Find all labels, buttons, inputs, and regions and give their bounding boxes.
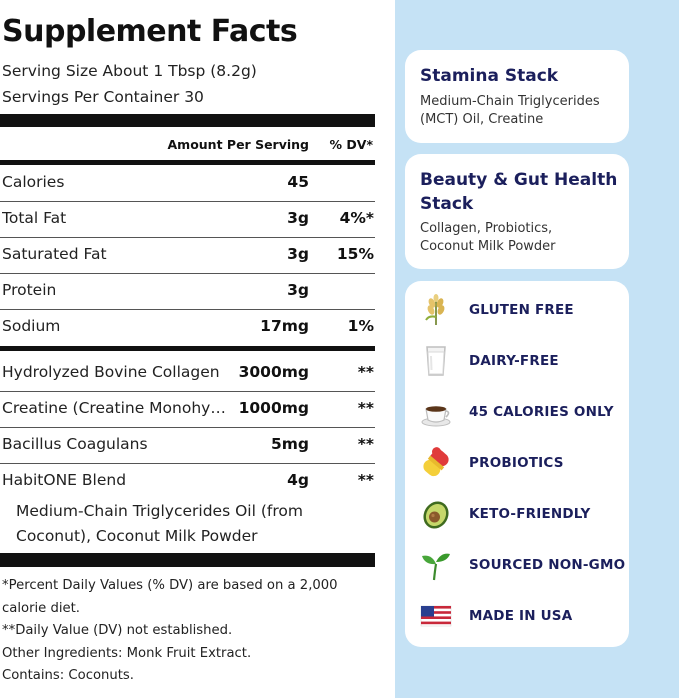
ingredient-amount: 1000mg [238,399,309,417]
footnote-contains: Contains: Coconuts. [2,668,134,683]
benefits-panel: Stamina Stack Medium-Chain Triglycerides… [395,0,679,698]
nutrient-divider [0,346,375,351]
sprout-icon [422,553,450,581]
header-divider [0,160,375,165]
ingredient-dv: ** [357,399,374,417]
badge-45-calories: 45 CALORIES ONLY [419,395,624,431]
badge-non-gmo: SOURCED NON-GMO [419,548,626,584]
supplement-facts-panel: Supplement Facts Serving Size About 1 Tb… [0,14,375,688]
badge-gluten-free: GLUTEN FREE [419,293,624,329]
wheat-icon [425,294,445,325]
stamina-stack-title: Stamina Stack [420,66,559,86]
badge-label: KETO-FRIENDLY [469,506,591,522]
milk-glass-icon [426,346,446,376]
beauty-gut-stack-text: Collagen, Probiotics, [420,221,553,236]
nutrient-amount: 45 [287,173,309,191]
avocado-icon [423,501,449,529]
nutrient-row: Sodium 17mg 1% [0,310,375,346]
nutrient-label: Saturated Fat [2,245,107,263]
ingredient-row: HabitONE Blend 4g ** [0,464,375,500]
stamina-stack-text: Medium-Chain Triglycerides [420,94,600,109]
badge-keto-friendly: KETO-FRIENDLY [419,497,624,533]
beauty-gut-stack-text: Coconut Milk Powder [420,239,556,254]
badge-label: PROBIOTICS [469,455,564,471]
beauty-gut-stack-card: Beauty & Gut Health Stack Collagen, Prob… [405,154,629,269]
nutrient-label: Calories [2,173,65,191]
capsule-icon [423,447,449,477]
badge-label: GLUTEN FREE [469,302,574,318]
ingredient-row: Bacillus Coagulans 5mg ** [0,428,375,464]
ingredient-dv: ** [357,471,374,489]
badge-label: MADE IN USA [469,608,573,624]
servings-per-container: Servings Per Container 30 [2,88,204,106]
beauty-gut-stack-title: Stack [420,194,474,214]
ingredient-row: Hydrolyzed Bovine Collagen 3000mg ** [0,356,375,392]
bottom-thick-divider [0,553,375,567]
footnotes: *Percent Daily Values (% DV) are based o… [2,575,374,688]
badge-probiotics: PROBIOTICS [419,446,624,482]
badge-label: DAIRY-FREE [469,353,559,369]
ingredient-label: Bacillus Coagulans [2,435,148,453]
header-amount-per-serving: Amount Per Serving [167,137,310,152]
footnote-dv-not-established: **Daily Value (DV) not established. [2,623,233,638]
badge-made-in-usa: MADE IN USA [419,599,624,635]
beauty-gut-stack-title: Beauty & Gut Health [420,170,618,190]
ingredient-dv: ** [357,363,374,381]
footnote-other-ingredients: Other Ingredients: Monk Fruit Extract. [2,645,252,661]
nutrient-amount: 3g [287,245,309,263]
nutrient-dv: 1% [347,317,374,335]
footnote-dv-basis: *Percent Daily Values (% DV) are based o… [2,578,338,616]
thick-divider [0,114,375,127]
nutrient-label: Total Fat [2,209,67,227]
facts-header-row: Amount Per Serving % DV* [0,135,375,157]
nutrient-row: Total Fat 3g 4%* [0,202,375,238]
ingredient-amount: 4g [287,471,309,489]
header-daily-value: % DV* [329,137,373,152]
serving-size: Serving Size About 1 Tbsp (8.2g) [2,62,257,80]
facts-title: Supplement Facts [2,14,298,49]
badge-dairy-free: DAIRY-FREE [419,344,624,380]
blend-components-line: Medium-Chain Triglycerides Oil (from [16,502,303,520]
ingredient-label: HabitONE Blend [2,471,127,489]
nutrient-row: Protein 3g [0,274,375,310]
ingredient-amount: 3000mg [238,363,309,381]
nutrient-amount: 3g [287,209,309,227]
badge-label: SOURCED NON-GMO [469,557,626,573]
ingredient-dv: ** [357,435,374,453]
nutrient-label: Sodium [2,317,61,335]
ingredient-label: Creatine (Creatine Monohy… [2,399,226,417]
badges-card: GLUTEN FREE DAIRY-FREE 45 CALORIES ONLY [405,281,629,647]
nutrient-dv: 15% [336,245,374,263]
ingredient-label: Hydrolyzed Bovine Collagen [2,363,220,381]
nutrient-dv: 4%* [339,209,374,227]
stamina-stack-card: Stamina Stack Medium-Chain Triglycerides… [405,50,629,143]
ingredient-amount: 5mg [270,435,309,453]
ingredient-row: Creatine (Creatine Monohy… 1000mg ** [0,392,375,428]
blend-components-line: Coconut), Coconut Milk Powder [16,527,258,545]
coffee-cup-icon [421,406,451,427]
nutrient-amount: 17mg [260,317,309,335]
blend-components: Medium-Chain Triglycerides Oil (from Coc… [16,499,336,549]
nutrient-row: Saturated Fat 3g 15% [0,238,375,274]
nutrient-label: Protein [2,281,57,299]
nutrient-amount: 3g [287,281,309,299]
us-flag-icon [420,605,452,627]
stamina-stack-text: (MCT) Oil, Creatine [420,112,544,127]
badge-label: 45 CALORIES ONLY [469,404,614,420]
nutrient-row: Calories 45 [0,166,375,202]
